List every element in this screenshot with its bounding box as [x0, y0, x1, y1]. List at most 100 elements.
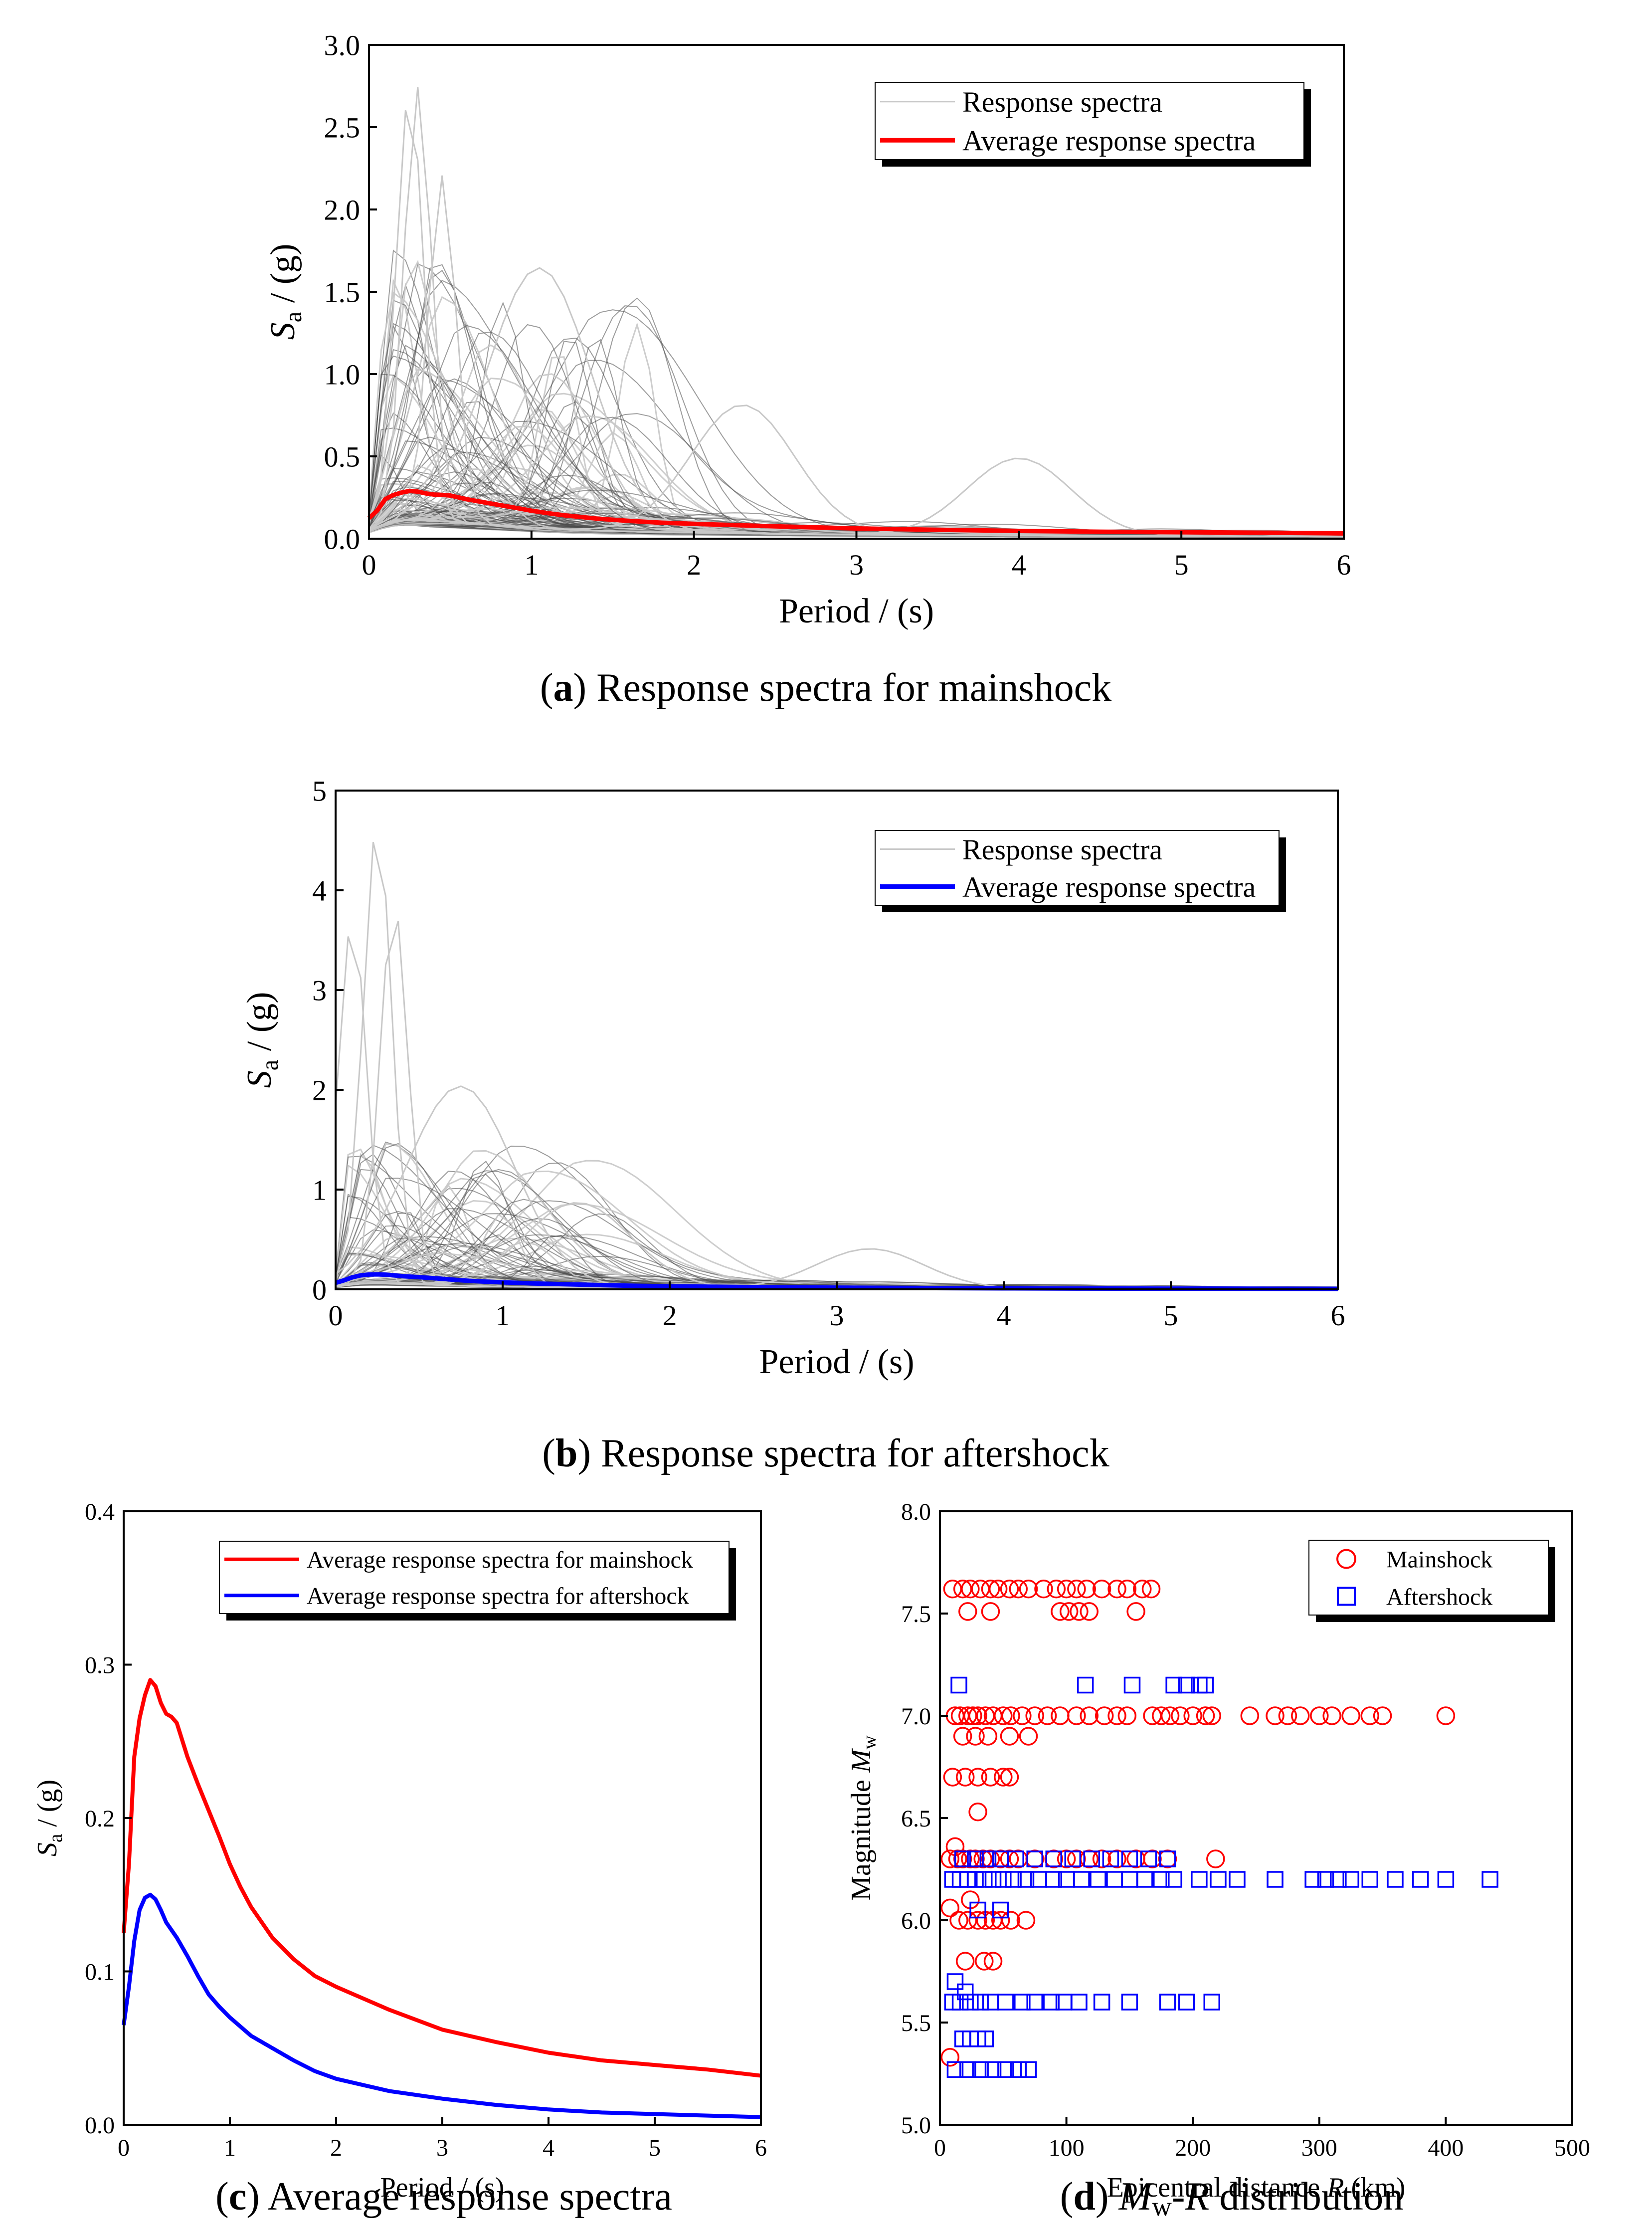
d-aftershock-point	[1106, 1871, 1123, 1888]
d-aftershock-point	[1178, 1676, 1195, 1694]
b-ytick-label: 4	[312, 874, 327, 907]
d-aftershock-point	[1121, 1850, 1138, 1867]
d-aftershock-point	[1045, 1871, 1062, 1888]
d-xtick-label: 100	[1049, 2135, 1085, 2161]
d-ytick-label: 7.5	[901, 1601, 931, 1627]
b-ytick-label: 2	[312, 1074, 327, 1106]
d-mainshock-point	[1019, 1580, 1038, 1599]
d-mainshock-point	[958, 1602, 977, 1621]
d-ylabel-part: M	[846, 1748, 877, 1773]
panel-d-legend: Mainshock Aftershock	[1308, 1540, 1555, 1622]
d-mainshock-point	[1183, 1706, 1202, 1725]
caption-c: (c) Average response spectra	[215, 2175, 672, 2219]
d-mainshock-point	[940, 1849, 960, 1868]
d-aftershock-point	[972, 1994, 989, 2011]
caption-d-r: R	[1185, 2175, 1210, 2219]
d-aftershock-point	[962, 1994, 979, 2011]
panel-b-legend: Response spectra Average response spectra	[875, 830, 1286, 912]
d-aftershock-point	[1121, 1994, 1138, 2011]
d-aftershock-point	[1159, 1994, 1176, 2011]
d-mainshock-point	[978, 1727, 998, 1746]
d-mainshock-point	[983, 1952, 1003, 1971]
d-mainshock-point	[1001, 1911, 1020, 1930]
d-legend-label-1: Mainshock	[1386, 1546, 1492, 1573]
d-mainshock-point	[955, 1768, 975, 1787]
c-legend-box	[219, 1541, 730, 1614]
d-aftershock-point	[1073, 1871, 1090, 1888]
d-mainshock-point	[1038, 1706, 1057, 1725]
d-aftershock-point	[1361, 1871, 1378, 1888]
d-aftershock-point	[1210, 1871, 1227, 1888]
c-legend-label-1: Average response spectra for mainshock	[307, 1547, 693, 1573]
d-mainshock-point	[1051, 1706, 1070, 1725]
c-ytick-label: 0.4	[85, 1499, 115, 1525]
d-aftershock-point	[1178, 1994, 1195, 2011]
d-mainshock-point	[949, 1911, 968, 1930]
panel-b-chart: 0 1 2 3 4 5 6 0 1 2 3 4 5 Period / (s) Sa / (g) Respon…	[240, 775, 1345, 1381]
d-aftershock-point	[956, 1983, 974, 2001]
d-mainshock-point	[1171, 1706, 1190, 1725]
d-mainshock-point	[1160, 1706, 1180, 1725]
c-xtick-label: 0	[118, 2135, 130, 2161]
a-ytick-label: 3.0	[324, 29, 361, 61]
c-xlabel: Period / (s)	[380, 2172, 505, 2203]
d-mainshock-point	[1152, 1706, 1171, 1725]
d-mainshock-point	[991, 1911, 1010, 1930]
caption-d-w: w	[1152, 2191, 1172, 2222]
a-spectrum-line	[368, 291, 1344, 537]
b-spectrum-line	[335, 1170, 1338, 1288]
d-mainshock-point	[1360, 1706, 1379, 1725]
d-aftershock-point	[1014, 1994, 1031, 2011]
d-mainshock-point	[1436, 1706, 1456, 1725]
d-mainshock-point	[1133, 1580, 1152, 1599]
d-mainshock-point	[1141, 1580, 1161, 1599]
b-ytick-label: 0	[312, 1273, 327, 1306]
caption-a: (a) Response spectra for mainshock	[540, 666, 1111, 710]
d-aftershock-point	[1136, 1871, 1153, 1888]
caption-b: (b) Response spectra for aftershock	[542, 1431, 1109, 1475]
d-aftershock-point	[1026, 1994, 1043, 2011]
d-mainshock-point	[1067, 1706, 1086, 1725]
d-mainshock-point	[1025, 1706, 1044, 1725]
c-series-line-2	[122, 1892, 761, 2119]
d-ytick-label: 5.5	[901, 2010, 931, 2036]
a-legend-label-1: Response spectra	[962, 86, 1162, 118]
d-mainshock-point	[976, 1706, 995, 1725]
d-aftershock-point	[1017, 1871, 1035, 1888]
b-xtick-label: 4	[997, 1299, 1011, 1332]
d-legend-swatch-1	[1336, 1549, 1356, 1569]
a-xtick-label: 6	[1337, 549, 1351, 581]
d-aftershock-point	[977, 2031, 994, 2047]
d-mainshock-point	[955, 1952, 975, 1971]
b-legend-label-2: Average response spectra	[962, 871, 1256, 903]
d-aftershock-point	[954, 1850, 971, 1867]
d-aftershock-point	[1165, 1871, 1182, 1888]
b-xtick-label: 6	[1331, 1299, 1345, 1332]
d-aftershock-point	[1007, 1850, 1024, 1867]
d-mainshock-point	[1001, 1706, 1020, 1725]
d-mainshock-point	[1126, 1602, 1145, 1621]
d-aftershock-point	[972, 2061, 989, 2078]
d-mainshock-point	[981, 1768, 1000, 1787]
d-aftershock-point	[1045, 1850, 1062, 1867]
d-mainshock-point	[1080, 1706, 1099, 1725]
caption-a-text: Response spectra for mainshock	[596, 666, 1111, 710]
d-mainshock-point	[1196, 1706, 1215, 1725]
d-mainshock-point	[1080, 1602, 1099, 1621]
c-xtick-label: 6	[755, 2135, 767, 2161]
d-mainshock-point	[961, 1849, 980, 1868]
d-mainshock-point	[1117, 1706, 1137, 1725]
d-aftershock-point	[1102, 1850, 1119, 1867]
a-ylabel: Sa / (g)	[264, 244, 307, 340]
b-spectrum-line	[335, 1169, 1338, 1290]
panel-b-axes: 0 1 2 3 4 5 6 0 1 2 3 4 5 Period / (s) Sa / (g)	[240, 775, 1345, 1381]
d-xtick-label: 300	[1301, 2135, 1337, 2161]
d-mainshock-point	[1322, 1706, 1341, 1725]
c-xtick-label: 1	[224, 2135, 236, 2161]
d-mainshock-point	[1240, 1706, 1260, 1725]
d-aftershock-point	[979, 1850, 997, 1867]
d-mainshock-point	[968, 1706, 987, 1725]
a-series-line-1	[367, 488, 1344, 536]
d-aftershock-point	[1026, 1850, 1043, 1867]
b-spectrum-line	[335, 1160, 1338, 1290]
